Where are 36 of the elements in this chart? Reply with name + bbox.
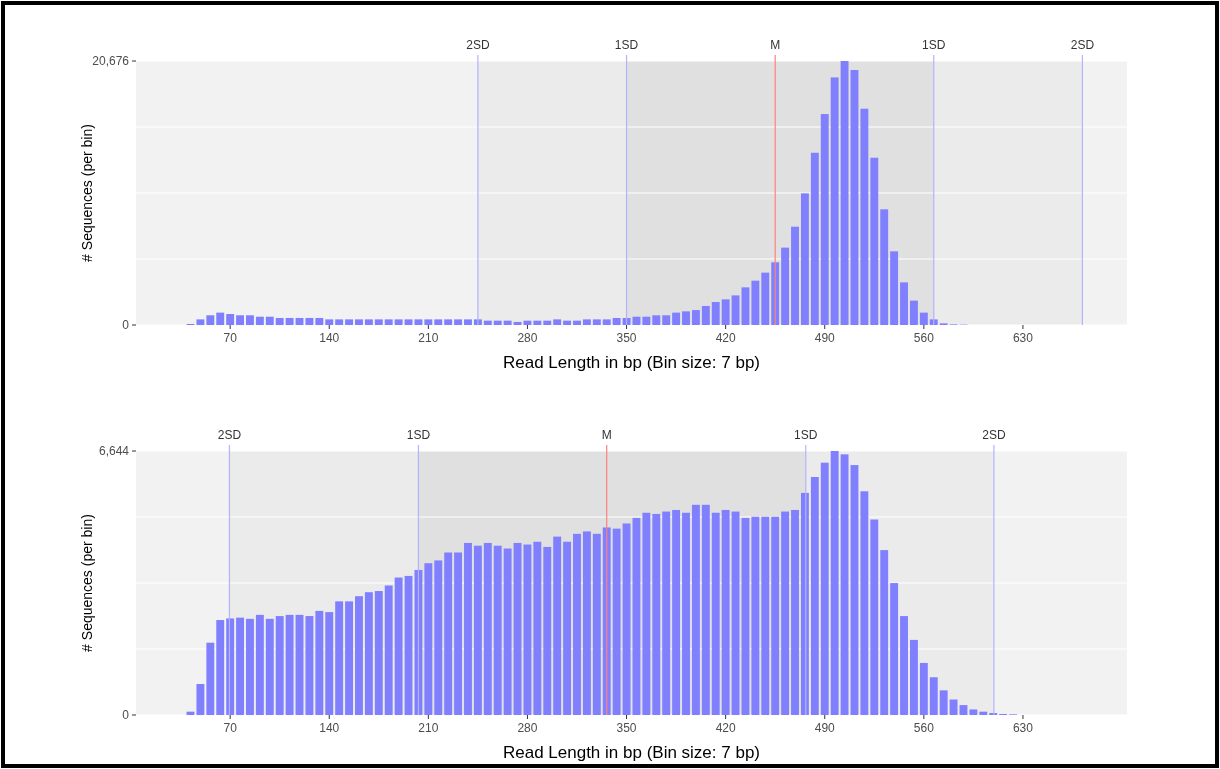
ref-line-label: 2SD <box>466 38 490 52</box>
x-tick-label: 280 <box>517 721 538 735</box>
x-tick-label: 70 <box>223 331 238 345</box>
ref-line-label: 1SD <box>794 428 818 442</box>
x-tick-label: 420 <box>715 331 736 345</box>
ref-line-label: 1SD <box>922 38 946 52</box>
x-tick-label: 420 <box>715 721 736 735</box>
x-tick-label: 280 <box>517 331 538 345</box>
y-tick-label: 0 <box>122 708 130 722</box>
y-axis-title: # Sequences (per bin) <box>79 514 95 652</box>
ref-line-label: 2SD <box>217 428 242 442</box>
x-tick-label: 350 <box>616 721 637 735</box>
ref-line-label: 2SD <box>1070 38 1095 52</box>
ref-line-label: 2SD <box>982 428 1006 442</box>
y-tick-label: 0 <box>122 318 130 332</box>
x-tick-label: 140 <box>319 721 340 735</box>
x-tick-label: 490 <box>814 331 836 345</box>
x-tick-label: 490 <box>814 721 836 735</box>
x-tick-label: 350 <box>616 331 637 345</box>
x-axis-title: Read Length in bp (Bin size: 7 bp) <box>502 743 761 762</box>
x-tick-label: 210 <box>418 721 439 735</box>
ref-line-label: M <box>601 428 612 442</box>
x-tick-label: 560 <box>913 721 935 735</box>
ref-line-label: 1SD <box>614 38 639 52</box>
y-tick-label: 20,676 <box>92 54 130 68</box>
x-tick-label: 70 <box>223 721 238 735</box>
y-tick-label: 6,644 <box>98 444 130 458</box>
ref-line-label: 1SD <box>406 428 431 442</box>
x-tick-label: 560 <box>913 331 935 345</box>
ref-line-label: M <box>770 38 781 52</box>
y-axis-title: # Sequences (per bin) <box>79 124 95 262</box>
x-tick-label: 140 <box>319 331 340 345</box>
x-tick-label: 210 <box>418 331 439 345</box>
x-tick-label: 630 <box>1012 721 1034 735</box>
x-axis-title: Read Length in bp (Bin size: 7 bp) <box>502 353 761 372</box>
x-tick-label: 630 <box>1012 331 1034 345</box>
